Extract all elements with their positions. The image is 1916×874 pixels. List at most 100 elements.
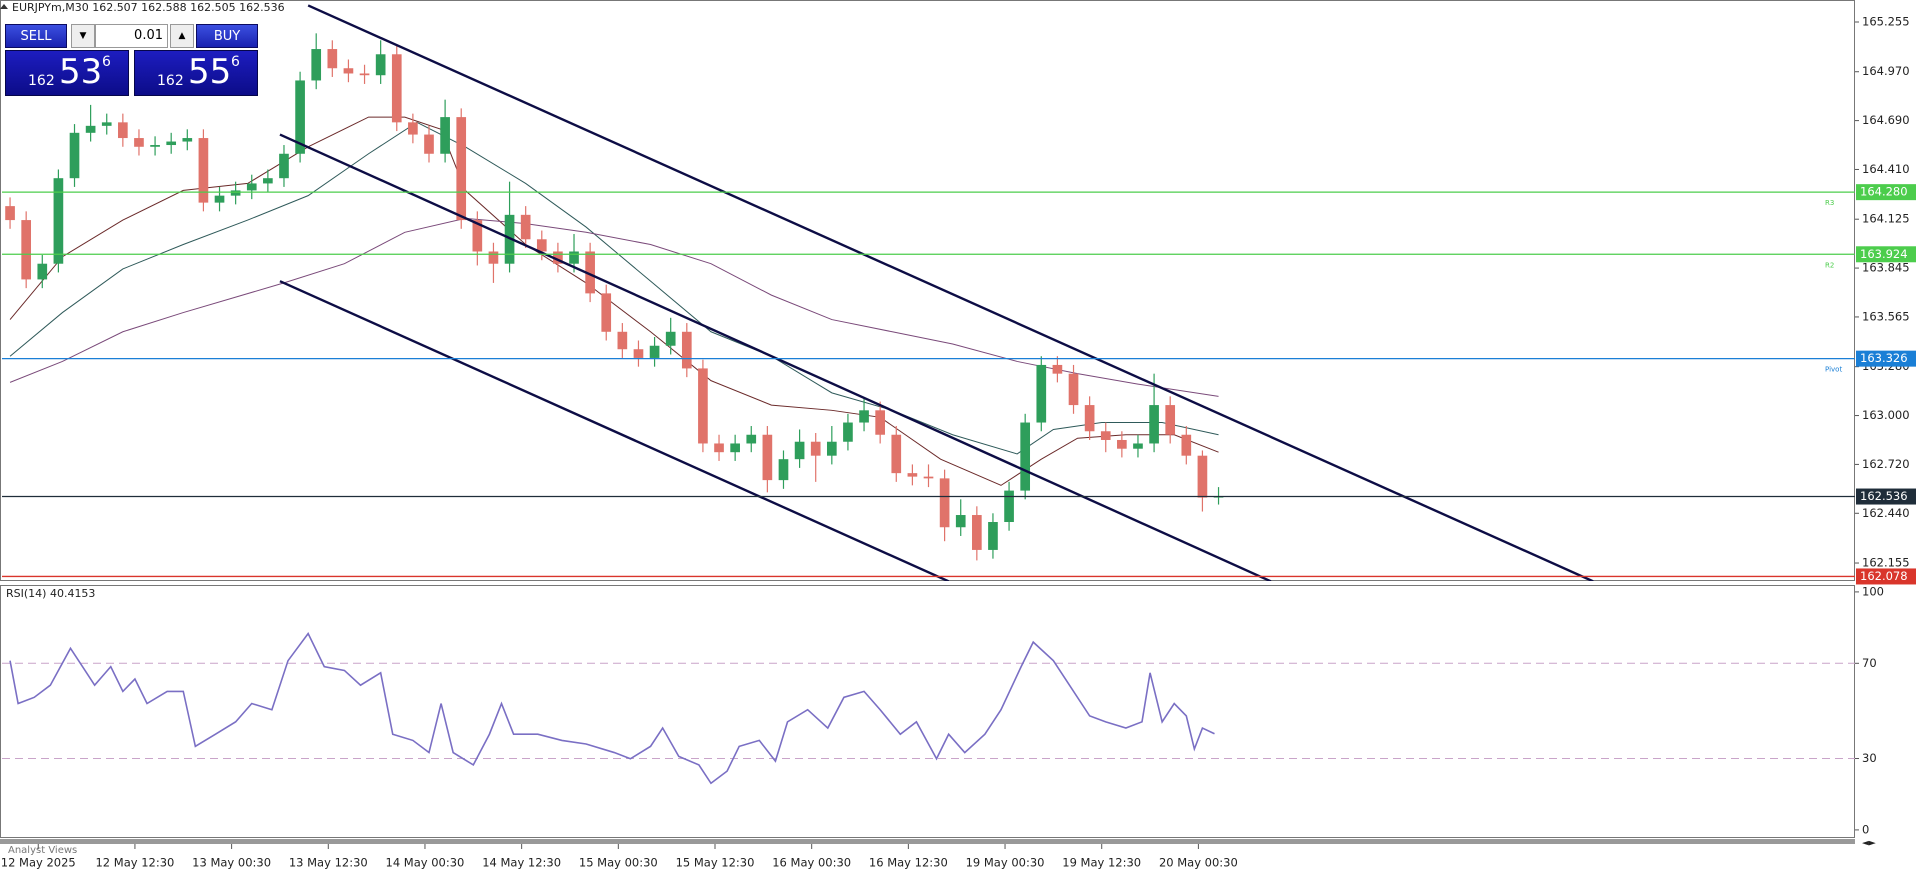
candle-body <box>762 434 773 481</box>
buy-button[interactable]: BUY <box>196 24 258 48</box>
ask-price[interactable]: 162 55 6 <box>134 50 258 96</box>
ask-big: 162 <box>157 73 184 89</box>
candle-body <box>617 331 628 350</box>
candle-body <box>246 183 257 191</box>
candle-body <box>891 434 902 474</box>
candle-body <box>5 206 15 221</box>
x-tick-label: 14 May 00:30 <box>386 856 465 870</box>
ask-pips: 55 <box>188 52 232 92</box>
x-tick-label: 13 May 00:30 <box>192 856 271 870</box>
bid-pips: 53 <box>59 52 103 92</box>
symbol-icon <box>0 4 8 9</box>
candle-body <box>295 80 305 154</box>
lot-up[interactable]: ▲ <box>170 24 194 48</box>
candle-body <box>972 515 982 550</box>
level-box <box>1856 488 1916 505</box>
level-tag: Pivot <box>1825 366 1842 374</box>
candle-body <box>230 190 241 196</box>
candle-body <box>633 349 644 358</box>
trend-line <box>279 133 1272 581</box>
level-label: 162.536 <box>1860 489 1908 503</box>
x-tick-label: 20 May 00:30 <box>1159 856 1238 870</box>
x-tick-label: 16 May 12:30 <box>869 856 948 870</box>
x-tick-label: 16 May 00:30 <box>772 856 851 870</box>
candle-body <box>327 49 338 69</box>
analyst-tab[interactable]: Analyst Views <box>8 845 77 856</box>
level-tag: R3 <box>1825 199 1834 207</box>
candle-body <box>585 251 595 294</box>
candle-body <box>279 153 289 179</box>
trend-line <box>307 4 1594 581</box>
candle-body <box>826 441 837 456</box>
candle-body <box>69 132 80 179</box>
candle-body <box>408 122 418 135</box>
candle-body <box>424 134 434 154</box>
candle-body <box>939 478 950 528</box>
candle-body <box>1133 443 1143 449</box>
candle-body <box>1068 373 1079 406</box>
level-box <box>1856 350 1916 367</box>
level-label: 164.280 <box>1860 185 1908 199</box>
rsi-title: RSI(14) 40.4153 <box>6 587 95 600</box>
scroll-arrows[interactable]: ◄► <box>1862 839 1876 849</box>
y-tick-label: 70 <box>1862 656 1877 670</box>
rsi-line <box>9 632 1215 785</box>
candle-body <box>1100 431 1111 440</box>
y-tick-label: 164.690 <box>1862 113 1910 127</box>
bid-point: 6 <box>102 54 111 70</box>
y-tick-label: 164.410 <box>1862 162 1910 176</box>
y-tick-label: 165.255 <box>1862 14 1910 28</box>
candle-body <box>21 220 32 280</box>
candle-body <box>1117 439 1127 449</box>
sell-button[interactable]: SELL <box>5 24 67 48</box>
candle-body <box>118 122 128 139</box>
level-label: 162.078 <box>1860 569 1908 583</box>
candle-body <box>214 195 225 203</box>
candle-body <box>681 331 692 369</box>
candle-body <box>359 73 370 76</box>
candle-body <box>746 434 757 444</box>
candle-body <box>134 138 144 147</box>
plot-area <box>5 4 1594 581</box>
bid-price[interactable]: 162 53 6 <box>5 50 129 96</box>
candle-body <box>85 125 96 133</box>
candle-body <box>101 122 112 126</box>
y-tick-label: 163.000 <box>1862 408 1910 422</box>
y-tick-label: 163.565 <box>1862 309 1910 323</box>
trade-panel: SELL ▼ 0.01 ▲ BUY 162 53 6 162 55 6 <box>5 24 258 96</box>
candle-body <box>391 54 402 123</box>
candle-body <box>1020 422 1031 491</box>
x-tick-label: 15 May 00:30 <box>579 856 658 870</box>
candle-body <box>730 443 740 453</box>
candle-body <box>649 345 660 358</box>
candle-body <box>263 178 273 184</box>
candle-body <box>1052 364 1063 374</box>
y-tick-label: 162.155 <box>1862 556 1910 570</box>
symbol-info: EURJPYm,M30 162.507 162.588 162.505 162.… <box>12 1 285 14</box>
x-tick-label: 15 May 12:30 <box>676 856 755 870</box>
y-tick-label: 163.845 <box>1862 261 1910 275</box>
candle-body <box>1004 490 1014 523</box>
candle-body <box>1084 405 1095 432</box>
price-panel <box>0 0 1855 581</box>
candle-body <box>182 138 193 142</box>
lot-down[interactable]: ▼ <box>71 24 95 48</box>
trend-line <box>279 280 950 581</box>
candle-body <box>472 220 483 252</box>
candle-body <box>778 459 789 481</box>
candle-body <box>859 410 869 423</box>
level-box <box>1856 246 1916 263</box>
candle-body <box>1165 405 1176 435</box>
candle-body <box>810 441 821 456</box>
y-tick-label: 162.720 <box>1862 457 1910 471</box>
candle-body <box>520 214 531 240</box>
x-tick-label: 13 May 12:30 <box>289 856 368 870</box>
bid-big: 162 <box>28 73 55 89</box>
lot-input[interactable]: 0.01 <box>95 24 168 48</box>
rsi-panel <box>0 585 1855 838</box>
y-tick-label: 0 <box>1862 822 1869 836</box>
moving-average <box>9 116 1219 486</box>
candle-body <box>1149 405 1159 444</box>
candle-body <box>569 251 579 264</box>
